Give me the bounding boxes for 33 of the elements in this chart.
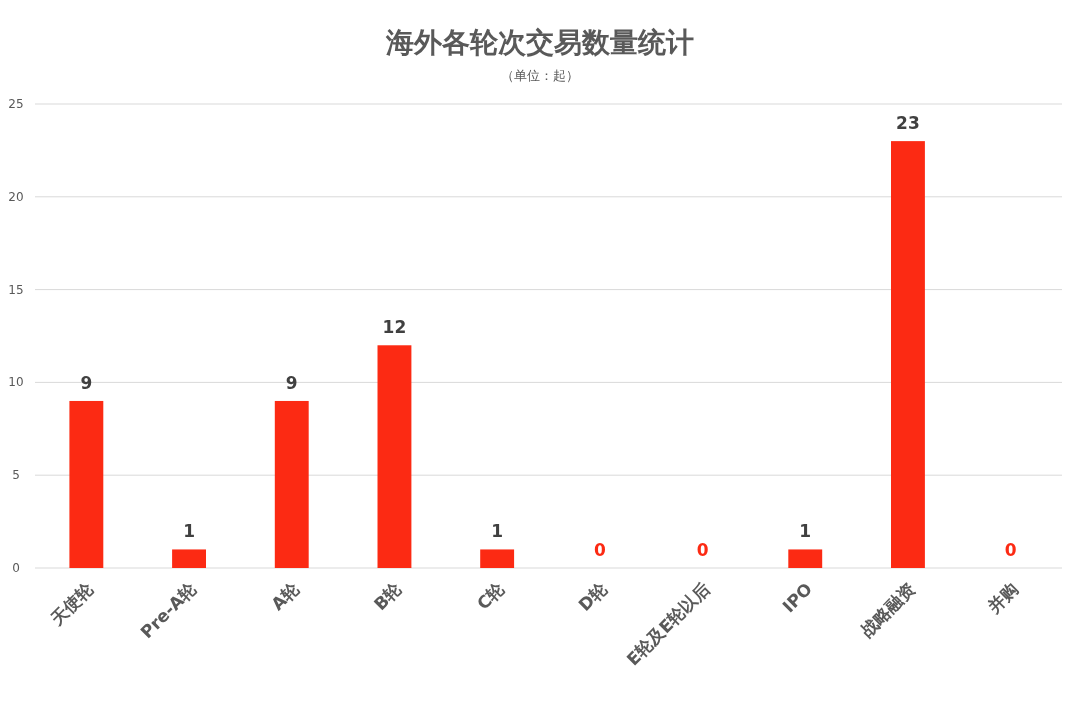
bar: [377, 345, 412, 568]
bar: [172, 549, 206, 568]
x-tick-label: 并购: [982, 578, 1022, 618]
y-tick-label: 10: [8, 375, 24, 390]
data-label: 1: [491, 521, 504, 542]
x-tick-label: E轮及E轮以后: [622, 578, 714, 670]
bar: [274, 400, 309, 568]
data-label: 1: [799, 521, 812, 542]
data-label: 9: [285, 372, 298, 393]
y-tick-label: 0: [12, 561, 20, 575]
y-tick-label: 20: [8, 189, 24, 204]
data-label: 12: [382, 317, 407, 338]
data-label: 0: [593, 540, 606, 560]
x-tick-label: B轮: [369, 577, 406, 615]
data-label: 0: [1004, 540, 1017, 560]
chart-subtitle: （单位：起）: [501, 68, 579, 83]
x-tick-label: 战略融资: [856, 578, 919, 641]
bar: [69, 400, 104, 568]
x-tick-label: D轮: [574, 577, 612, 615]
data-label: 9: [80, 372, 93, 393]
data-label: 1: [183, 521, 195, 542]
y-tick-label: 5: [12, 468, 20, 483]
data-label: 23: [896, 113, 920, 134]
y-tick-label: 15: [8, 282, 24, 297]
x-tick-label: A轮: [267, 577, 304, 615]
bar: [480, 549, 515, 568]
data-label: 0: [696, 540, 709, 560]
x-tick-label: 天使轮: [46, 577, 98, 630]
bar: [788, 549, 823, 568]
y-tick-label: 25: [8, 97, 24, 111]
bar: [891, 141, 925, 568]
x-tick-label: C轮: [472, 577, 509, 614]
chart-title: 海外各轮次交易数量统计: [385, 26, 694, 59]
